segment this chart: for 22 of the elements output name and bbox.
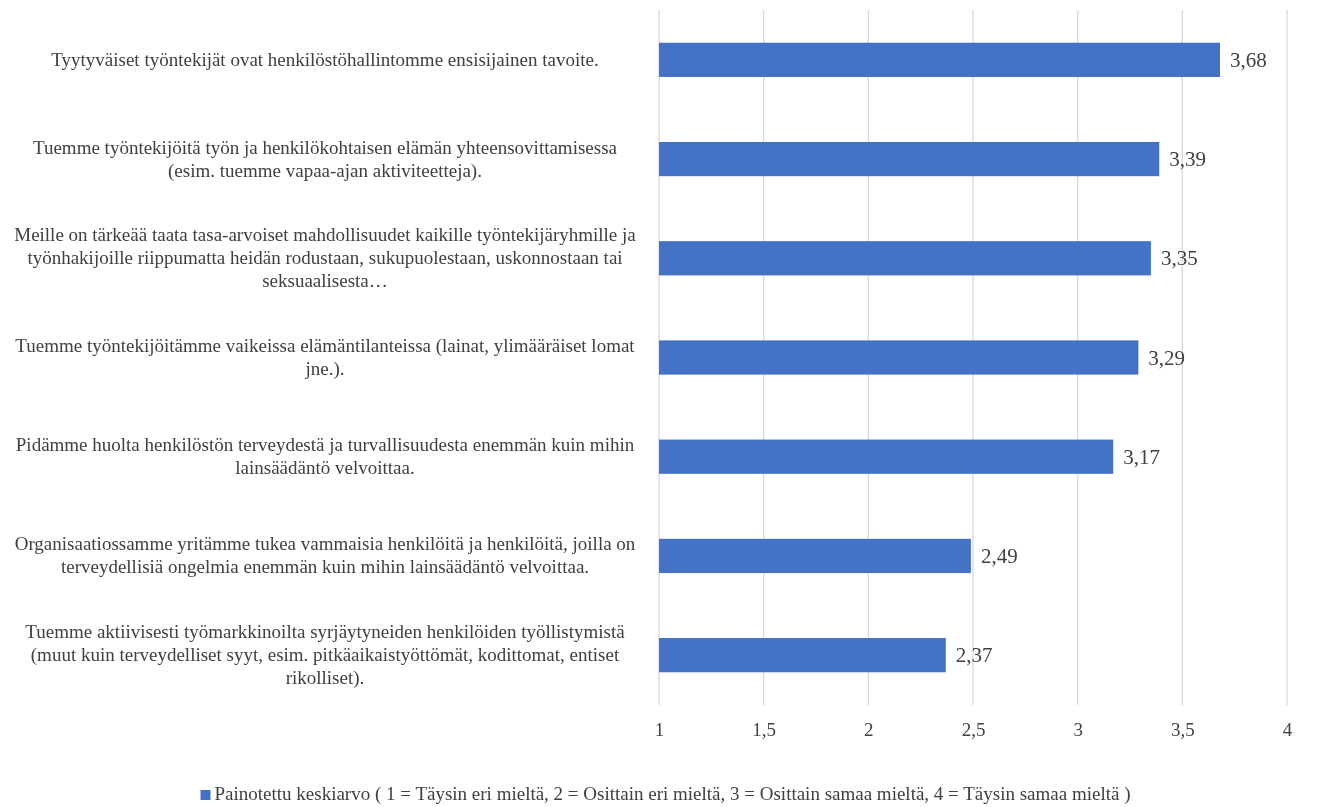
data-label: 3,39	[1169, 147, 1207, 172]
data-label: 2,49	[980, 543, 1018, 568]
y-tick-label: Tuemme aktiivisesti työmarkkinoilta syrjäytyneiden henkilöiden työllistymistä (muut kuin terveydelliset syyt, esim. pitkäaikaistyöttömät, kodittomat, entiset rikolliset).	[25, 621, 626, 690]
x-tick-label: 2,5	[961, 719, 986, 741]
legend-label: Painotettu keskiarvo ( 1 = Täysin eri mieltä, 2 = Osittain eri mieltä, 3 = Osittain samaa mieltä, 4 = Täysin samaa mieltä )	[214, 783, 1131, 805]
x-tick-label: 3	[1073, 719, 1083, 741]
data-label: 3,35	[1160, 246, 1198, 271]
y-tick-label: Meille on tärkeää taata tasa-arvoiset mahdollisuudet kaikille työntekijäryhmille ja työnhakijoille riippumatta heidän rodustaan, sukupuolestaan, uskonnostaan tai seksuaalisesta…	[14, 224, 637, 292]
data-label: 3,29	[1148, 345, 1186, 370]
y-tick-label: Tyytyväiset työntekijät ovat henkilöstöhallintomme ensisijainen tavoite.	[51, 48, 599, 70]
y-tick-label: Tuemme työntekijöitä työn ja henkilökohtaisen elämän yhteensovittamisessa (esim. tuemme vapaa-ajan aktiviteetteja).	[33, 136, 618, 182]
y-tick-label: Tuemme työntekijöitämme vaikeissa elämäntilanteissa (lainat, ylimääräiset lomat jne.).	[15, 335, 636, 380]
data-label: 3,68	[1230, 47, 1267, 72]
x-tick-label: 2	[864, 719, 874, 741]
data-label: 2,37	[955, 643, 993, 668]
y-tick-label: Organisaatiossamme yritämme tukea vammaisia henkilöitä ja henkilöitä, joilla on terveydellisiä ongelmia enemmän kuin mihin lainsäädäntö velvoittaa.	[14, 533, 636, 578]
y-tick-label: Pidämme huolta henkilöstön terveydestä ja turvallisuudesta enemmän kuin mihin lainsäädäntö velvoittaa.	[15, 434, 635, 479]
data-label: 3,17	[1123, 444, 1160, 469]
x-tick-label: 3,5	[1170, 719, 1195, 741]
x-tick-label: 4	[1282, 719, 1293, 741]
x-tick-label: 1,5	[752, 719, 777, 741]
x-tick-label: 1	[654, 719, 665, 741]
